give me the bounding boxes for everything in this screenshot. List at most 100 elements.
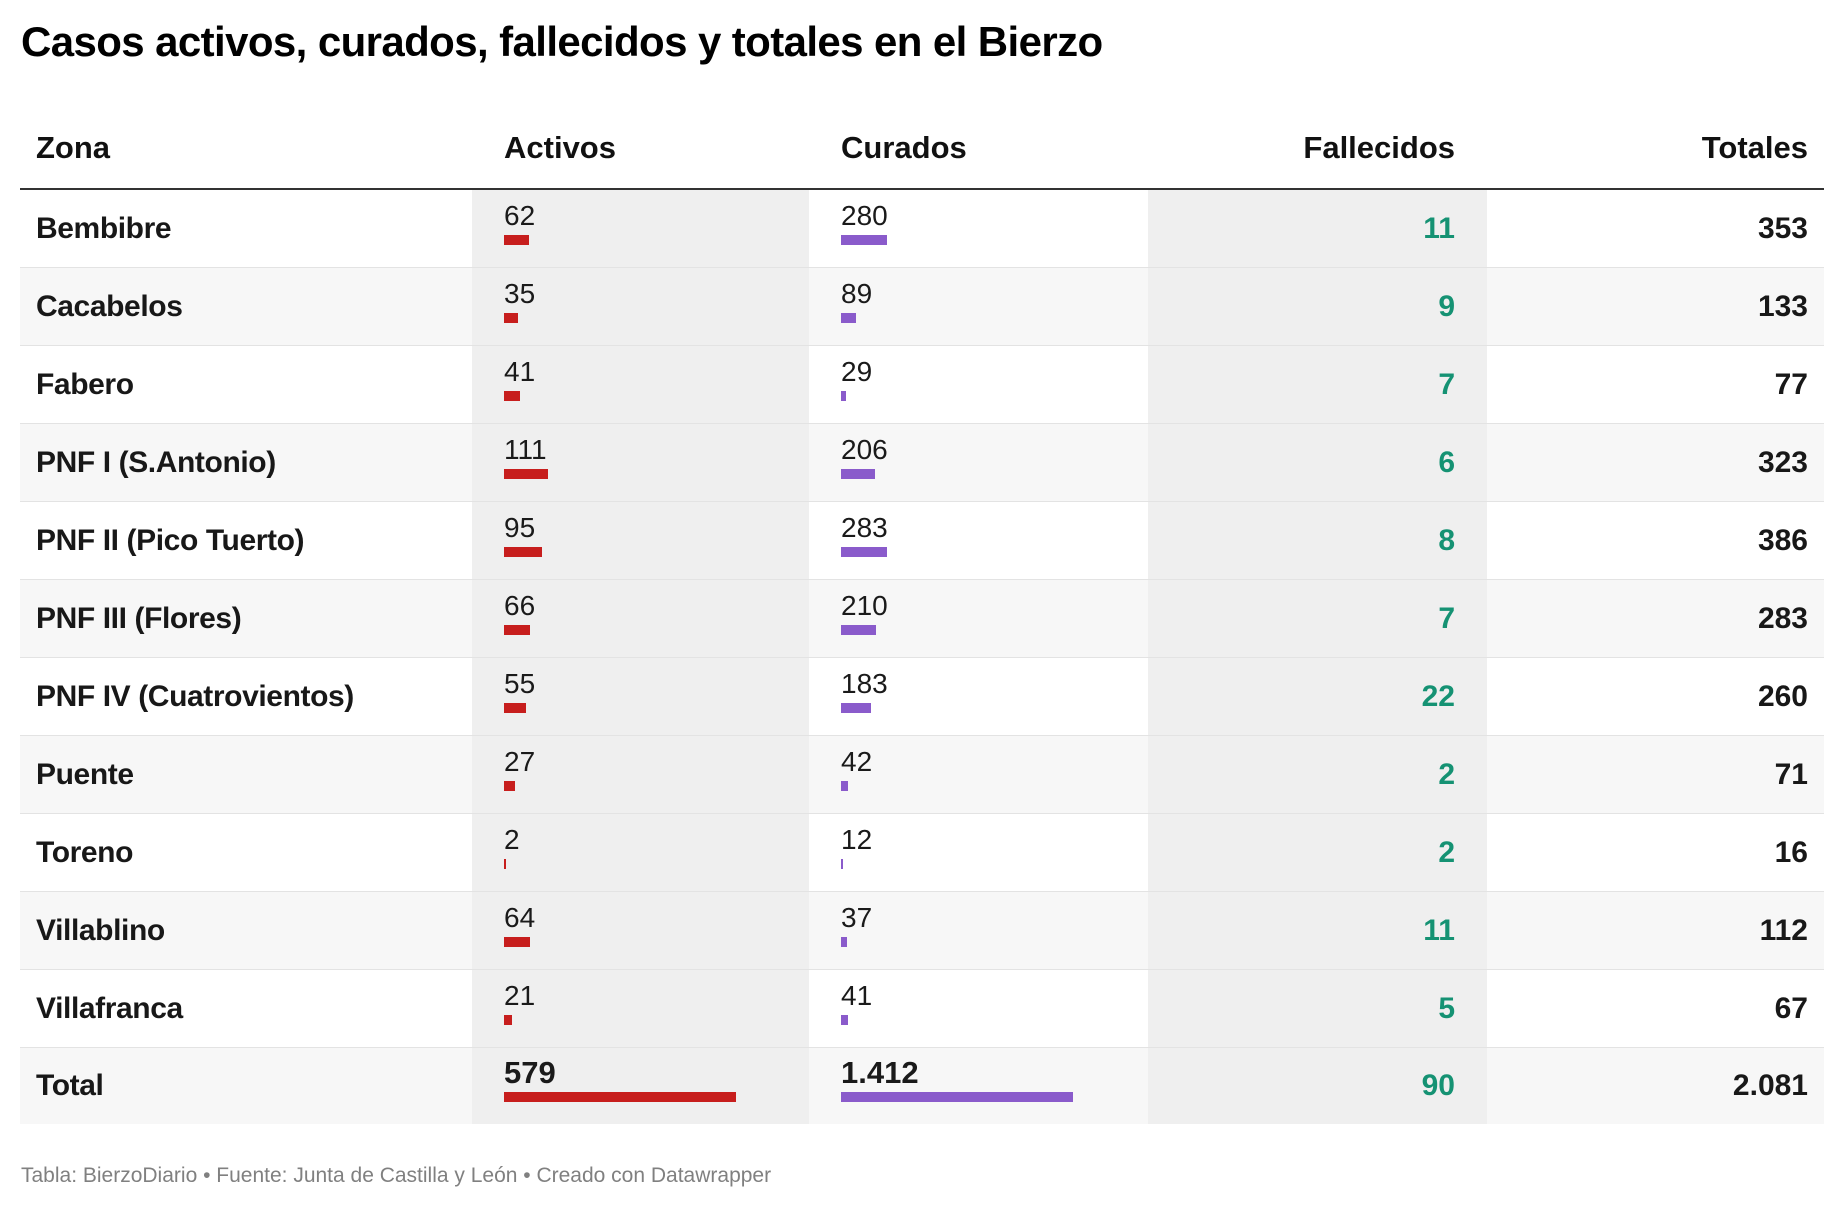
curados-value-label: 280 [841, 199, 888, 231]
cell-fallecidos: 5 [1148, 969, 1487, 1048]
cell-zona: PNF IV (Cuatrovientos) [20, 657, 472, 736]
cell-zona: Puente [20, 735, 472, 814]
cell-activos: 111 [472, 423, 809, 502]
cell-fallecidos: 7 [1148, 579, 1487, 658]
curados-value-label: 89 [841, 277, 873, 309]
table-row: PNF III (Flores) 66 210 7 283 [20, 579, 1824, 658]
cell-activos: 55 [472, 657, 809, 736]
curados-bar [841, 1014, 848, 1025]
curados-value-label: 183 [841, 667, 888, 699]
curados-bar [841, 468, 875, 479]
cell-activos: 66 [472, 579, 809, 658]
cell-activos: 64 [472, 891, 809, 970]
cell-zona: Toreno [20, 813, 472, 892]
activos-value-label: 66 [504, 589, 536, 621]
source-footer: Tabla: BierzoDiario • Fuente: Junta de C… [21, 1164, 772, 1187]
cell-totales: 77 [1487, 345, 1824, 424]
activos-value-label: 21 [504, 979, 536, 1011]
table-row: PNF I (S.Antonio) 111 206 6 323 [20, 423, 1824, 502]
cell-fallecidos: 11 [1148, 189, 1487, 268]
column-header-activos[interactable]: Activos [472, 108, 809, 190]
cell-totales: 16 [1487, 813, 1824, 892]
curados-bar [841, 312, 856, 323]
column-header-fallecidos[interactable]: Fallecidos [1148, 108, 1487, 190]
curados-value-label: 42 [841, 745, 873, 777]
cell-fallecidos: 2 [1148, 735, 1487, 814]
table-total-row: Total 579 1.412 90 2.081 [20, 1047, 1824, 1124]
cell-curados: 42 [809, 735, 1148, 814]
cell-fallecidos: 2 [1148, 813, 1487, 892]
column-header-totales[interactable]: Totales [1487, 108, 1824, 190]
activos-bar [504, 1092, 736, 1102]
cell-fallecidos: 7 [1148, 345, 1487, 424]
cell-totales: 283 [1487, 579, 1824, 658]
table-row: Villablino 64 37 11 112 [20, 891, 1824, 970]
cell-curados: 283 [809, 501, 1148, 580]
table-header-row: Zona Activos Curados Fallecidos Totales [20, 108, 1824, 190]
curados-value-label: 1.412 [841, 1055, 919, 1090]
activos-value-label: 64 [504, 901, 536, 933]
curados-bar [841, 702, 872, 713]
cell-totales: 2.081 [1487, 1047, 1824, 1124]
activos-value-label: 95 [504, 511, 536, 543]
cell-fallecidos: 8 [1148, 501, 1487, 580]
cell-fallecidos: 9 [1148, 267, 1487, 346]
cell-totales: 323 [1487, 423, 1824, 502]
cell-fallecidos: 6 [1148, 423, 1487, 502]
curados-bar [841, 546, 888, 557]
activos-bar [504, 780, 515, 791]
cell-activos: 21 [472, 969, 809, 1048]
cell-activos: 2 [472, 813, 809, 892]
curados-value-label: 37 [841, 901, 873, 933]
column-header-zona[interactable]: Zona [20, 108, 472, 190]
cell-zona: Bembibre [20, 189, 472, 268]
cell-zona: PNF II (Pico Tuerto) [20, 501, 472, 580]
activos-value-label: 41 [504, 355, 536, 387]
cell-zona: PNF III (Flores) [20, 579, 472, 658]
cell-activos: 27 [472, 735, 809, 814]
table-row: Toreno 2 12 2 16 [20, 813, 1824, 892]
data-table: Zona Activos Curados Fallecidos Totales … [20, 108, 1824, 1124]
curados-bar [841, 234, 887, 245]
curados-bar [841, 624, 876, 635]
cell-curados: 1.412 [809, 1047, 1148, 1124]
cell-totales: 133 [1487, 267, 1824, 346]
cell-zona: Villafranca [20, 969, 472, 1048]
cell-activos: 62 [472, 189, 809, 268]
activos-bar [504, 468, 549, 479]
activos-value-label: 579 [504, 1055, 556, 1090]
curados-value-label: 29 [841, 355, 873, 387]
column-header-curados[interactable]: Curados [809, 108, 1148, 190]
curados-value-label: 206 [841, 433, 888, 465]
cell-activos: 35 [472, 267, 809, 346]
activos-bar [504, 390, 521, 401]
activos-bar [504, 312, 519, 323]
table-body: Bembibre 62 280 11 353 Cacabelos 35 89 9 133 Faber… [20, 189, 1824, 1124]
cell-totales: 260 [1487, 657, 1824, 736]
cell-fallecidos: 11 [1148, 891, 1487, 970]
activos-value-label: 27 [504, 745, 536, 777]
curados-value-label: 210 [841, 589, 888, 621]
cell-curados: 206 [809, 423, 1148, 502]
cell-curados: 37 [809, 891, 1148, 970]
cell-curados: 89 [809, 267, 1148, 346]
cell-curados: 183 [809, 657, 1148, 736]
cell-fallecidos: 22 [1148, 657, 1487, 736]
activos-bar [504, 1014, 513, 1025]
table-row: Cacabelos 35 89 9 133 [20, 267, 1824, 346]
activos-value-label: 2 [504, 823, 520, 855]
activos-value-label: 35 [504, 277, 536, 309]
cell-totales: 71 [1487, 735, 1824, 814]
cell-totales: 386 [1487, 501, 1824, 580]
activos-bar [504, 546, 543, 557]
curados-bar [841, 780, 848, 791]
activos-value-label: 111 [504, 433, 547, 465]
data-table-container: Zona Activos Curados Fallecidos Totales … [20, 108, 1824, 1124]
curados-value-label: 41 [841, 979, 873, 1011]
curados-value-label: 283 [841, 511, 888, 543]
cell-activos: 95 [472, 501, 809, 580]
curados-value-label: 12 [841, 823, 873, 855]
curados-bar [841, 390, 846, 401]
curados-bar [841, 858, 843, 869]
cell-zona: Total [20, 1047, 472, 1124]
